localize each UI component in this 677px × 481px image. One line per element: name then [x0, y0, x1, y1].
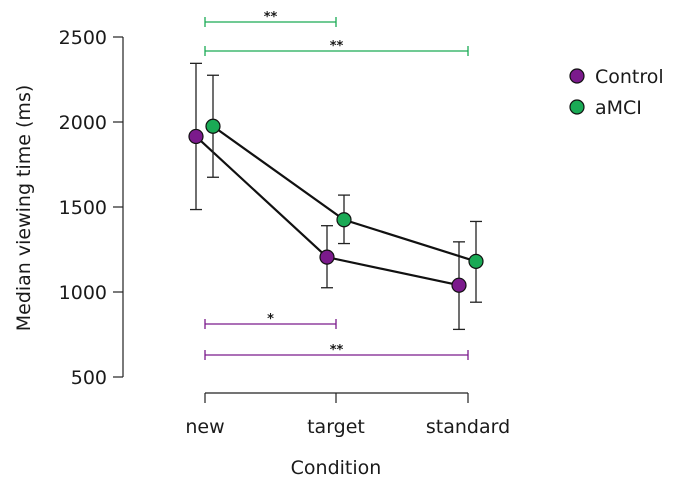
legend-item: aMCI: [569, 97, 642, 119]
x-tick-label: new: [185, 416, 224, 438]
y-tick-label: 1500: [59, 197, 107, 219]
data-point: [451, 277, 467, 293]
y-axis-title: Median viewing time (ms): [13, 85, 35, 332]
significance-label: **: [330, 39, 344, 54]
significance-bar: **: [204, 39, 469, 56]
data-point: [188, 128, 204, 145]
legend-item: Control: [569, 66, 664, 88]
y-tick-label: 500: [71, 367, 107, 389]
legend-marker: [569, 99, 585, 115]
significance-label: **: [264, 10, 278, 25]
data-point: [319, 249, 335, 265]
legend-marker: [569, 68, 585, 84]
x-tick-label: standard: [426, 416, 510, 438]
data-point: [336, 212, 352, 228]
legend: Control aMCI: [569, 66, 664, 119]
x-axis: new target standard: [185, 392, 510, 438]
data-point: [468, 253, 484, 269]
series-control: [188, 62, 467, 331]
significance-bar: **: [204, 10, 337, 27]
significance-label: *: [267, 312, 274, 327]
y-tick-label: 2500: [59, 27, 107, 49]
y-axis: 500 1000 1500 2000 2500: [59, 27, 124, 389]
y-tick-label: 2000: [59, 112, 107, 134]
data-point: [205, 118, 221, 134]
legend-label: Control: [595, 66, 664, 88]
x-axis-title: Condition: [291, 457, 382, 479]
series-amci: [205, 74, 484, 303]
x-tick-label: target: [307, 416, 365, 438]
legend-label: aMCI: [595, 97, 642, 119]
y-tick-label: 1000: [59, 282, 107, 304]
significance-bar: *: [204, 312, 337, 329]
plot-area: [188, 62, 484, 331]
significance-label: **: [330, 343, 344, 358]
significance-bar: **: [204, 343, 469, 360]
significance-bars: *******: [204, 10, 469, 360]
